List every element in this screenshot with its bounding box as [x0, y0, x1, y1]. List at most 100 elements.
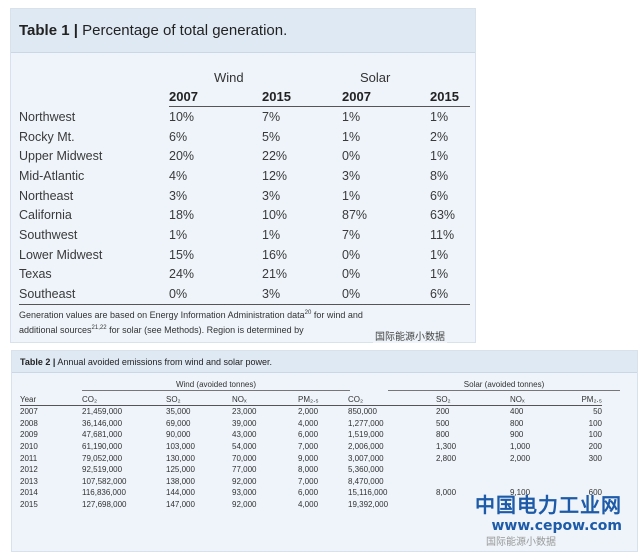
- table-row: 2009 47,681,000 90,000 43,000 6,000 1,519,000…: [20, 429, 602, 441]
- value-cell: 1%: [430, 109, 449, 124]
- value-cell: 8%: [430, 168, 449, 183]
- table-row: 2015 127,698,000 147,000 92,000 4,000 19,392,…: [20, 499, 602, 511]
- value-cell: 1%: [342, 109, 361, 124]
- group-wind: Wind: [214, 70, 244, 85]
- table-row: 2012 92,519,000 125,000 77,000 8,000 5,360,00…: [20, 464, 602, 476]
- year-cell: 2015: [20, 500, 38, 510]
- watermark-small: 国际能源小数据: [486, 537, 556, 548]
- region-cell: Northwest: [19, 109, 76, 124]
- value-cell: 47,681,000: [82, 430, 123, 440]
- table-row: Mid-Atlantic 4% 12% 3% 8%: [19, 166, 470, 186]
- value-cell: 70,000: [232, 453, 257, 463]
- region-cell: Lower Midwest: [19, 247, 103, 262]
- value-cell: 24%: [169, 267, 195, 282]
- value-cell: 21,459,000: [82, 407, 123, 417]
- value-cell: 1,277,000: [348, 418, 384, 428]
- region-cell: California: [19, 208, 72, 223]
- column-header: CO₂: [348, 393, 436, 406]
- value-cell: 6%: [430, 188, 449, 203]
- value-cell: 20%: [169, 149, 195, 164]
- value-cell: 6%: [430, 284, 470, 305]
- table-row: Lower Midwest 15% 16% 0% 1%: [19, 245, 470, 265]
- value-cell: 2,006,000: [348, 442, 384, 452]
- value-cell: 2%: [430, 129, 449, 144]
- value-cell: 1%: [169, 227, 188, 242]
- value-cell: 125,000: [166, 465, 195, 475]
- value-cell: 5,360,000: [348, 465, 384, 475]
- value-cell: 23,000: [232, 407, 257, 417]
- value-cell: 127,698,000: [82, 500, 127, 510]
- table-row: Upper Midwest 20% 22% 0% 1%: [19, 146, 470, 166]
- value-cell: 147,000: [166, 500, 195, 510]
- value-cell: 1%: [262, 227, 281, 242]
- column-header: NOₓ: [510, 393, 572, 406]
- value-cell: 0%: [342, 284, 430, 305]
- value-cell: 107,582,000: [82, 476, 127, 486]
- value-cell: 8,000: [298, 465, 319, 475]
- column-header: CO₂: [82, 393, 166, 406]
- value-cell: [510, 464, 572, 476]
- column-header: Year: [20, 393, 82, 406]
- table-1-title: Table 1 | Percentage of total generation…: [19, 22, 288, 39]
- value-cell: 1%: [430, 247, 449, 262]
- value-cell: 0%: [169, 284, 262, 305]
- value-cell: 300: [588, 453, 602, 463]
- region-cell: Upper Midwest: [19, 149, 103, 164]
- table-1-footnote: Generation values are based on Energy In…: [19, 310, 363, 335]
- table-row: Northwest 10% 7% 1% 1%: [19, 107, 470, 127]
- value-cell: 500: [436, 418, 450, 428]
- group-solar: Solar: [360, 70, 391, 85]
- region-cell: Southwest: [19, 227, 78, 242]
- table-2-title: Table 2 | Annual avoided emissions from …: [20, 357, 272, 367]
- value-cell: 43,000: [232, 430, 257, 440]
- table-row: 2013 107,582,000 138,000 92,000 7,000 8,470,0…: [20, 476, 602, 488]
- table-row: Southeast 0% 3% 0% 6%: [19, 284, 470, 305]
- value-cell: 3%: [262, 188, 281, 203]
- column-header: NOₓ: [232, 393, 298, 406]
- value-cell: 87%: [342, 208, 368, 223]
- value-cell: 3%: [342, 168, 361, 183]
- value-cell: 850,000: [348, 407, 377, 417]
- value-cell: 8,000: [436, 488, 457, 498]
- table-2-panel: Table 2 | Annual avoided emissions from …: [11, 350, 638, 552]
- watermark-url: www.cepow.com: [491, 518, 622, 534]
- value-cell: 54,000: [232, 442, 257, 452]
- region-cell: Rocky Mt.: [19, 129, 75, 144]
- value-cell: 1%: [430, 149, 449, 164]
- year-cell: 2008: [20, 418, 38, 428]
- value-cell: 69,000: [166, 418, 191, 428]
- value-cell: 3,007,000: [348, 453, 384, 463]
- year-cell: 2007: [20, 407, 38, 417]
- column-header: SO₂: [436, 393, 510, 406]
- value-cell: [436, 464, 510, 476]
- value-cell: 130,000: [166, 453, 195, 463]
- table-row: Northeast 3% 3% 1% 6%: [19, 186, 470, 206]
- value-cell: 15,116,000: [348, 488, 388, 498]
- table-row: 2007 21,459,000 35,000 23,000 2,000 850,000 20…: [20, 406, 602, 418]
- value-cell: 200: [436, 407, 450, 417]
- value-cell: 100: [588, 430, 602, 440]
- value-cell: 9,000: [298, 453, 319, 463]
- value-cell: [436, 476, 510, 488]
- year-cell: 2013: [20, 476, 38, 486]
- value-cell: 92,519,000: [82, 465, 123, 475]
- table-row: Texas 24% 21% 0% 1%: [19, 265, 470, 285]
- table-row: Rocky Mt. 6% 5% 1% 2%: [19, 127, 470, 147]
- watermark-label: 国际能源小数据: [373, 328, 447, 343]
- value-cell: [572, 476, 602, 488]
- value-cell: 900: [510, 430, 524, 440]
- value-cell: 61,190,000: [82, 442, 123, 452]
- value-cell: 12%: [262, 168, 288, 183]
- group-solar-avoided: Solar (avoided tonnes): [388, 380, 620, 391]
- value-cell: 103,000: [166, 442, 195, 452]
- value-cell: 116,836,000: [82, 488, 126, 498]
- table-1-body: Northwest 10% 7% 1% 1% Rocky Mt. 6% 5% 1% 2% Upper…: [19, 107, 470, 305]
- value-cell: 7,000: [298, 442, 319, 452]
- value-cell: 92,000: [232, 476, 257, 486]
- value-cell: 9,100: [510, 488, 531, 498]
- value-cell: 7%: [262, 109, 281, 124]
- value-cell: 2,000: [510, 453, 531, 463]
- table-1-panel: Table 1 | Percentage of total generation…: [10, 8, 476, 343]
- value-cell: 800: [510, 418, 524, 428]
- value-cell: 2,800: [436, 453, 457, 463]
